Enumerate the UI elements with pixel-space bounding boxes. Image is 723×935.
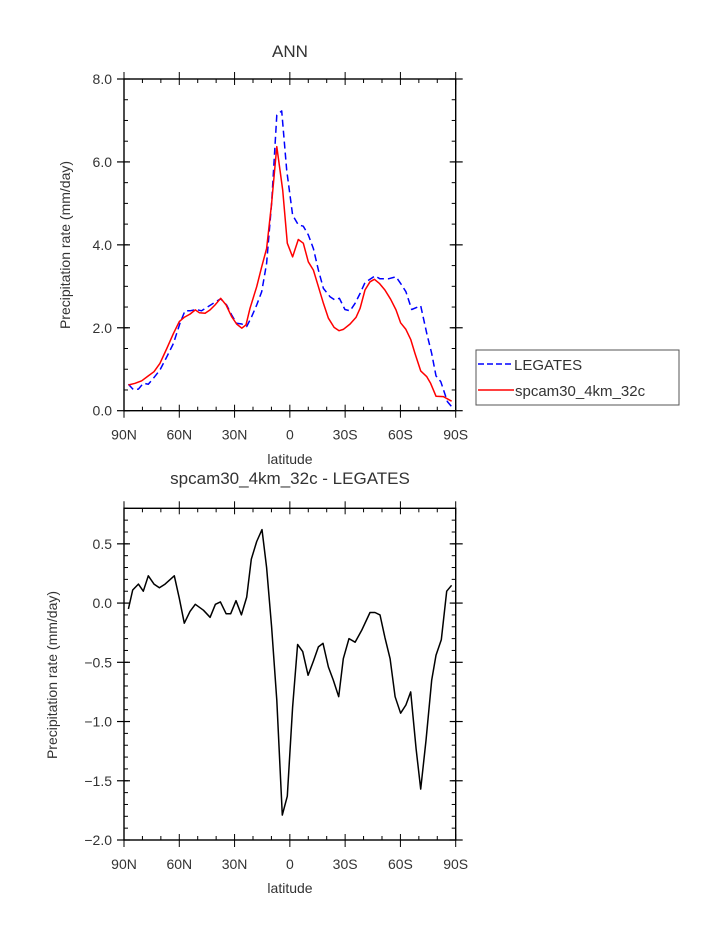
x-tick-label: 60S (388, 856, 413, 872)
top-plot-xlabel: latitude (267, 451, 312, 467)
x-tick-label: 0 (286, 856, 294, 872)
x-tick-label: 30N (222, 427, 248, 443)
x-tick-label: 30N (222, 856, 248, 872)
series-line-legates (127, 110, 453, 408)
y-tick-label: −1.5 (84, 773, 112, 789)
y-tick-label: −0.5 (84, 654, 112, 670)
bottom-plot: spcam30_4km_32c - LEGATES latitude Preci… (44, 469, 468, 896)
legend-label-spcam: spcam30_4km_32c (515, 383, 646, 400)
y-tick-label: −2.0 (84, 832, 112, 848)
legend-label-legates: LEGATES (514, 357, 582, 374)
y-tick-label: −1.0 (84, 714, 112, 730)
x-tick-label: 60S (388, 427, 413, 443)
bottom-plot-xlabel: latitude (267, 880, 312, 896)
plot-frame (123, 78, 457, 412)
top-plot-title: ANN (272, 42, 308, 61)
plot-frame (123, 507, 457, 841)
bottom-plot-title: spcam30_4km_32c - LEGATES (170, 469, 410, 488)
x-tick-label: 90N (111, 856, 137, 872)
x-tick-label: 90S (443, 427, 468, 443)
bottom-plot-ylabel: Precipitation rate (mm/day) (44, 591, 60, 759)
top-plot-ylabel: Precipitation rate (mm/day) (57, 161, 73, 329)
x-tick-label: 30S (333, 427, 358, 443)
y-tick-label: 4.0 (93, 237, 113, 253)
y-tick-label: 0.0 (93, 403, 113, 419)
x-tick-label: 0 (286, 427, 294, 443)
x-tick-label: 90S (443, 856, 468, 872)
x-tick-label: 30S (333, 856, 358, 872)
y-tick-label: 0.5 (93, 536, 113, 552)
x-tick-label: 60N (166, 856, 192, 872)
legend: LEGATES spcam30_4km_32c (475, 349, 680, 406)
legend-box (475, 349, 680, 406)
x-tick-label: 90N (111, 427, 137, 443)
series-line-spcam30-4km-32c (128, 145, 452, 402)
y-tick-label: 0.0 (93, 595, 113, 611)
y-tick-label: 2.0 (93, 320, 113, 336)
y-tick-label: 6.0 (93, 154, 113, 170)
y-tick-label: 8.0 (93, 71, 113, 87)
top-plot: ANN latitude Precipitation rate (mm/day)… (57, 42, 468, 467)
x-tick-label: 60N (166, 427, 192, 443)
series-line-spcam30-4km-32c-legates (127, 528, 453, 816)
